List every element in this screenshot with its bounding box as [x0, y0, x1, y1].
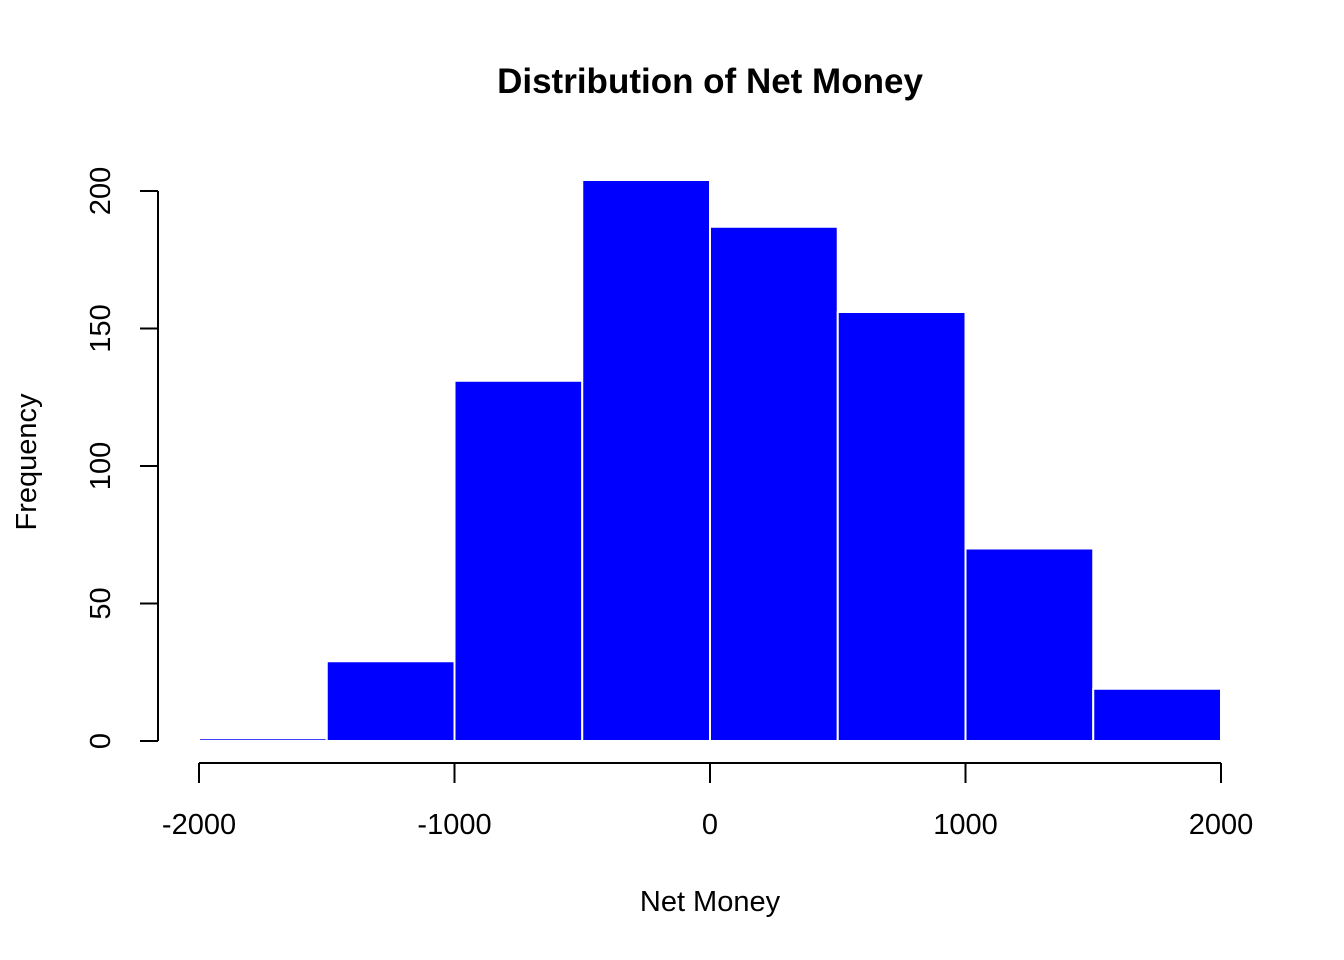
y-tick-label: 0: [85, 733, 117, 749]
y-tick-label: 50: [85, 587, 117, 619]
histogram-bar: [325, 660, 456, 742]
histogram-bar: [709, 225, 839, 742]
x-tick-label: 1000: [933, 809, 998, 841]
x-axis-label: Net Money: [640, 886, 781, 918]
histogram-bar: [453, 379, 584, 742]
y-axis-label: Frequency: [11, 393, 43, 531]
y-tick-label: 150: [85, 304, 117, 352]
y-tick-label: 100: [85, 442, 117, 490]
histogram-bar: [581, 179, 711, 742]
x-axis: -2000 -1000 0 1000 2000: [162, 762, 1254, 841]
x-tick-label: -2000: [162, 809, 236, 841]
histogram-bar: [1092, 687, 1222, 742]
chart-title: Distribution of Net Money: [497, 62, 923, 101]
x-tick-label: -1000: [417, 809, 491, 841]
histogram-bar: [836, 311, 967, 742]
x-tick-label: 0: [702, 809, 718, 841]
y-axis: 0 50 100 150 200: [85, 167, 159, 749]
x-tick-label: 2000: [1189, 809, 1254, 841]
y-tick-label: 200: [85, 167, 117, 215]
bars-group: [198, 179, 1222, 742]
histogram-bar: [964, 547, 1095, 742]
histogram-bar: [198, 737, 328, 742]
